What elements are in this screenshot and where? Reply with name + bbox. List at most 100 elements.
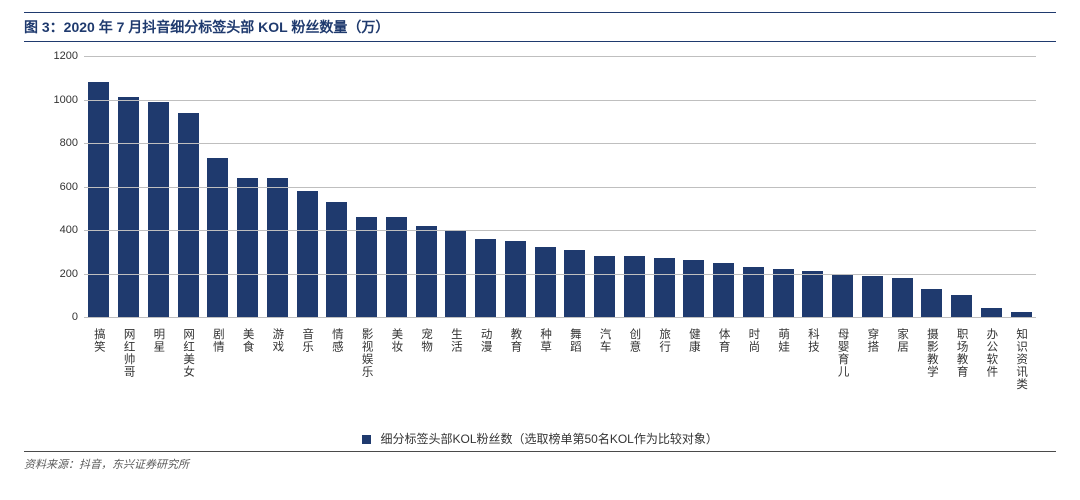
- bar: [892, 278, 913, 317]
- x-label-column: 影视娱乐: [352, 324, 382, 428]
- x-tick-label: 母婴育儿: [835, 324, 851, 378]
- x-tick-label: 音乐: [299, 324, 315, 353]
- x-tick-label: 职场教育: [954, 324, 970, 378]
- x-tick-label: 家居: [894, 324, 910, 353]
- bar: [713, 263, 734, 317]
- x-label-column: 家居: [887, 324, 917, 428]
- x-label-column: 剧情: [203, 324, 233, 428]
- x-tick-label: 旅行: [656, 324, 672, 353]
- x-tick-label: 网红美女: [180, 324, 196, 378]
- title-row: 图 3：2020 年 7 月抖音细分标签头部 KOL 粉丝数量（万）: [24, 12, 1056, 42]
- x-label-column: 教育: [501, 324, 531, 428]
- x-tick-label: 宠物: [418, 324, 434, 353]
- x-label-column: 知识资讯类: [1006, 324, 1036, 428]
- x-label-column: 时尚: [739, 324, 769, 428]
- bar: [654, 258, 675, 317]
- x-tick-label: 生活: [448, 324, 464, 353]
- x-tick-label: 影视娱乐: [359, 324, 375, 378]
- x-label-column: 美食: [233, 324, 263, 428]
- x-label-column: 音乐: [292, 324, 322, 428]
- x-label-column: 母婴育儿: [828, 324, 858, 428]
- x-axis-labels: 搞笑网红帅哥明星网红美女剧情美食游戏音乐情感影视娱乐美妆宠物生活动漫教育种草舞蹈…: [84, 324, 1036, 428]
- x-tick-label: 科技: [805, 324, 821, 353]
- x-tick-label: 剧情: [210, 324, 226, 353]
- y-tick-label: 800: [44, 137, 78, 149]
- gridline: [84, 187, 1036, 188]
- bar: [297, 191, 318, 317]
- x-tick-label: 知识资讯类: [1013, 324, 1029, 391]
- bar: [921, 289, 942, 317]
- bar: [118, 97, 139, 317]
- bar: [535, 247, 556, 317]
- x-label-column: 网红帅哥: [114, 324, 144, 428]
- gridline: [84, 274, 1036, 275]
- x-tick-label: 动漫: [478, 324, 494, 353]
- x-label-column: 舞蹈: [560, 324, 590, 428]
- x-label-column: 美妆: [382, 324, 412, 428]
- x-label-column: 穿搭: [858, 324, 888, 428]
- x-label-column: 萌娃: [768, 324, 798, 428]
- y-tick-label: 1200: [44, 50, 78, 62]
- chart-title: 图 3：2020 年 7 月抖音细分标签头部 KOL 粉丝数量（万）: [24, 19, 389, 35]
- bar: [624, 256, 645, 317]
- gridline: [84, 230, 1036, 231]
- x-label-column: 生活: [441, 324, 471, 428]
- bar: [594, 256, 615, 317]
- x-tick-label: 网红帅哥: [121, 324, 137, 378]
- bar: [326, 202, 347, 317]
- x-label-column: 创意: [620, 324, 650, 428]
- x-label-column: 体育: [709, 324, 739, 428]
- bar: [356, 217, 377, 317]
- gridline: [84, 56, 1036, 57]
- x-tick-label: 体育: [716, 324, 732, 353]
- bar: [88, 82, 109, 317]
- x-tick-label: 教育: [507, 324, 523, 353]
- bar: [981, 308, 1002, 317]
- x-tick-label: 美食: [240, 324, 256, 353]
- source-text: 资料来源：抖音，东兴证券研究所: [24, 451, 1056, 472]
- bar: [802, 271, 823, 317]
- bar: [505, 241, 526, 317]
- x-tick-label: 搞笑: [91, 324, 107, 353]
- x-label-column: 宠物: [411, 324, 441, 428]
- x-tick-label: 创意: [626, 324, 642, 353]
- x-tick-label: 摄影教学: [924, 324, 940, 378]
- bar: [832, 274, 853, 318]
- gridline: [84, 100, 1036, 101]
- x-tick-label: 健康: [686, 324, 702, 353]
- bar: [267, 178, 288, 317]
- bar: [237, 178, 258, 317]
- bar: [862, 276, 883, 317]
- bar: [773, 269, 794, 317]
- x-tick-label: 游戏: [269, 324, 285, 353]
- y-tick-label: 600: [44, 181, 78, 193]
- x-tick-label: 种草: [537, 324, 553, 353]
- x-tick-label: 汽车: [597, 324, 613, 353]
- bar: [207, 158, 228, 317]
- x-tick-label: 情感: [329, 324, 345, 353]
- x-label-column: 科技: [798, 324, 828, 428]
- plot-region: 020040060080010001200: [84, 56, 1036, 318]
- legend-swatch: [362, 435, 371, 444]
- y-tick-label: 200: [44, 268, 78, 280]
- x-label-column: 旅行: [649, 324, 679, 428]
- x-tick-label: 办公软件: [983, 324, 999, 378]
- x-label-column: 网红美女: [173, 324, 203, 428]
- bar: [475, 239, 496, 317]
- bar: [564, 250, 585, 317]
- y-tick-label: 1000: [44, 94, 78, 106]
- bar: [148, 102, 169, 317]
- y-tick-label: 0: [44, 311, 78, 323]
- x-label-column: 游戏: [263, 324, 293, 428]
- legend: 细分标签头部KOL粉丝数（选取榜单第50名KOL作为比较对象）: [24, 430, 1056, 447]
- bar: [683, 260, 704, 317]
- x-tick-label: 舞蹈: [567, 324, 583, 353]
- x-label-column: 办公软件: [977, 324, 1007, 428]
- chart-area: 020040060080010001200 搞笑网红帅哥明星网红美女剧情美食游戏…: [24, 48, 1056, 428]
- x-tick-label: 萌娃: [775, 324, 791, 353]
- x-tick-label: 穿搭: [864, 324, 880, 353]
- gridline: [84, 317, 1036, 318]
- y-tick-label: 400: [44, 224, 78, 236]
- x-label-column: 动漫: [471, 324, 501, 428]
- bar: [416, 226, 437, 317]
